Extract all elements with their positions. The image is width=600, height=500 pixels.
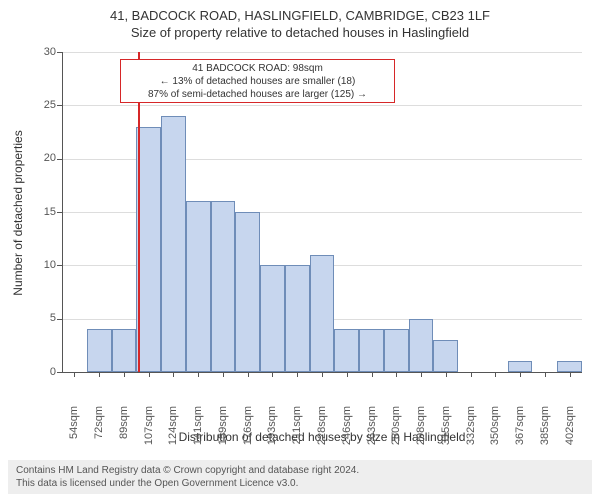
bar (211, 201, 236, 372)
x-axis-line (62, 372, 582, 373)
bar (557, 361, 582, 372)
bar (260, 265, 285, 372)
x-tick-label: 228sqm (316, 406, 328, 456)
x-tick-label: 350sqm (489, 406, 501, 456)
bar (334, 329, 359, 372)
footer: Contains HM Land Registry data © Crown c… (8, 460, 592, 494)
x-tick-label: 315sqm (440, 406, 452, 456)
x-tick-label: 332sqm (465, 406, 477, 456)
x-tick-label: 72sqm (93, 406, 105, 456)
x-tick-label: 211sqm (291, 406, 303, 456)
y-tick-label: 5 (26, 312, 56, 324)
x-tick-label: 107sqm (143, 406, 155, 456)
chart-container: 41, BADCOCK ROAD, HASLINGFIELD, CAMBRIDG… (0, 0, 600, 500)
bar (112, 329, 137, 372)
bar (384, 329, 409, 372)
gridline (62, 52, 582, 53)
y-tick-label: 30 (26, 46, 56, 58)
x-tick-label: 246sqm (341, 406, 353, 456)
y-tick-label: 0 (26, 366, 56, 378)
chart-title-2: Size of property relative to detached ho… (0, 23, 600, 40)
x-tick-label: 402sqm (564, 406, 576, 456)
x-tick-label: 159sqm (217, 406, 229, 456)
gridline (62, 105, 582, 106)
bar (433, 340, 458, 372)
x-tick-label: 89sqm (118, 406, 130, 456)
bar (285, 265, 310, 372)
x-tick-label: 193sqm (266, 406, 278, 456)
x-tick-label: 124sqm (167, 406, 179, 456)
annotation-line-3: 87% of semi-detached houses are larger (… (125, 88, 390, 101)
y-axis-line (62, 52, 63, 372)
annotation-line-2: ← 13% of detached houses are smaller (18… (125, 75, 390, 88)
footer-line-1: Contains HM Land Registry data © Crown c… (16, 464, 584, 477)
annotation-box: 41 BADCOCK ROAD: 98sqm ← 13% of detached… (120, 59, 395, 103)
bar (409, 319, 434, 372)
y-tick-label: 15 (26, 206, 56, 218)
bar (508, 361, 533, 372)
bar (136, 127, 161, 372)
y-tick-label: 25 (26, 99, 56, 111)
x-tick-label: 280sqm (390, 406, 402, 456)
bar (186, 201, 211, 372)
y-tick-label: 10 (26, 259, 56, 271)
annotation-line-1: 41 BADCOCK ROAD: 98sqm (125, 62, 390, 75)
x-tick-label: 176sqm (242, 406, 254, 456)
x-tick-label: 141sqm (192, 406, 204, 456)
x-tick-label: 367sqm (514, 406, 526, 456)
x-tick-label: 385sqm (539, 406, 551, 456)
bar (235, 212, 260, 372)
x-tick-label: 54sqm (68, 406, 80, 456)
chart-title-1: 41, BADCOCK ROAD, HASLINGFIELD, CAMBRIDG… (0, 0, 600, 23)
x-tick-label: 263sqm (366, 406, 378, 456)
bar (359, 329, 384, 372)
bar (161, 116, 186, 372)
footer-line-2: This data is licensed under the Open Gov… (16, 477, 584, 490)
x-tick-label: 298sqm (415, 406, 427, 456)
y-axis-title: Number of detached properties (11, 53, 25, 373)
bar (310, 255, 335, 372)
y-tick-label: 20 (26, 152, 56, 164)
bar (87, 329, 112, 372)
